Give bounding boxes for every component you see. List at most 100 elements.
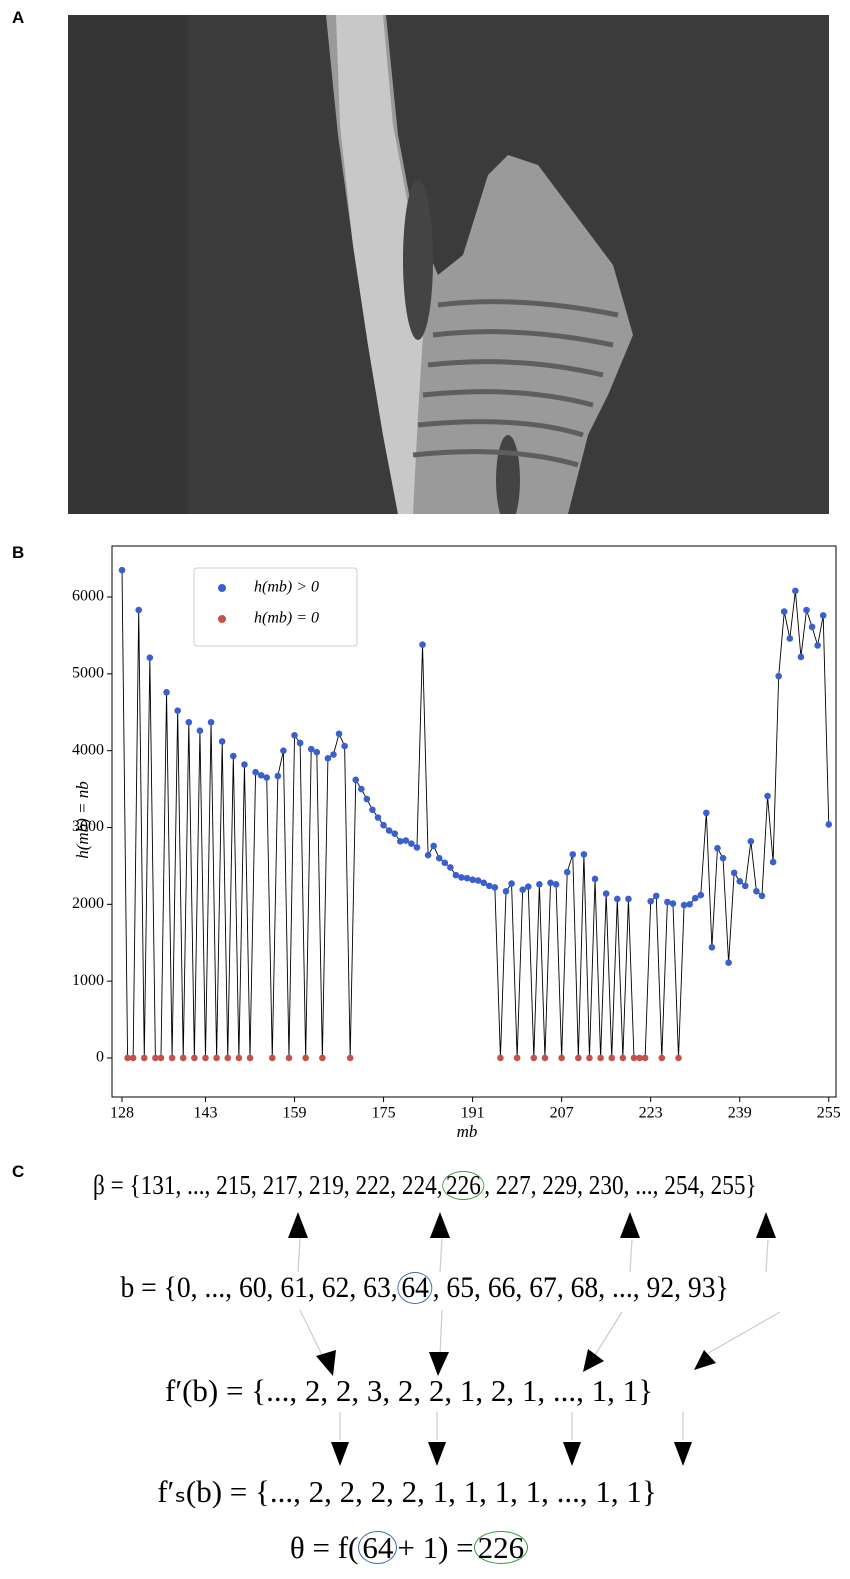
data-point — [313, 748, 321, 756]
data-point — [463, 874, 471, 882]
data-point — [469, 876, 476, 884]
y-tick-label: 5000 — [72, 665, 104, 682]
data-point — [703, 809, 710, 817]
equation-fs-prime: f′ₛ(b) = {..., 2, 2, 2, 2, 1, 1, 1, 1, .… — [157, 1474, 657, 1509]
data-point — [508, 880, 515, 887]
data-point — [613, 895, 621, 903]
data-point — [419, 641, 426, 648]
data-point — [502, 887, 510, 895]
data-point — [346, 1054, 354, 1062]
equation-part: b = {0, ..., 60, 61, 62, 63, — [120, 1271, 399, 1304]
data-point — [597, 1054, 604, 1062]
data-point — [307, 745, 315, 753]
data-point — [424, 851, 432, 859]
data-point — [430, 842, 437, 850]
data-point — [179, 1054, 187, 1062]
data-point — [235, 1054, 243, 1062]
equation-part: + 1) = — [397, 1530, 474, 1565]
x-tick-label: 223 — [639, 1105, 663, 1122]
data-point — [129, 1054, 137, 1062]
data-point — [452, 871, 460, 879]
x-tick-label: 239 — [728, 1105, 752, 1122]
data-point — [658, 1054, 666, 1062]
circled-value: 226 — [473, 1531, 529, 1564]
data-point — [252, 768, 259, 776]
data-point — [586, 1054, 593, 1062]
arrows — [288, 1212, 781, 1466]
data-point — [447, 864, 454, 871]
y-tick-label: 6000 — [72, 588, 104, 605]
data-point — [285, 1054, 293, 1062]
y-axis-label: h(mb) = nb — [73, 781, 92, 859]
data-point — [480, 879, 488, 887]
equation-part: β = {131, ..., 215, 217, 219, 222, 224, — [93, 1170, 443, 1200]
data-point — [780, 608, 788, 615]
data-point — [786, 635, 794, 642]
data-point — [168, 1054, 176, 1062]
x-tick-label: 191 — [461, 1105, 485, 1122]
data-point — [730, 869, 738, 877]
equation-part: θ = f( — [289, 1530, 359, 1565]
data-point — [324, 755, 332, 762]
data-point — [152, 1054, 159, 1062]
x-tick-label: 255 — [817, 1105, 841, 1122]
data-point — [630, 1054, 638, 1062]
data-point — [241, 761, 248, 768]
data-point — [686, 901, 693, 908]
data-point — [458, 874, 465, 881]
data-point — [486, 882, 493, 890]
legend-marker — [218, 615, 226, 623]
data-point — [536, 881, 543, 888]
x-tick-label: 143 — [193, 1105, 217, 1122]
data-point — [547, 879, 554, 887]
data-point — [797, 653, 805, 661]
data-point — [519, 886, 526, 894]
data-point — [708, 944, 716, 951]
connector-lines — [297, 1237, 781, 1440]
data-point — [825, 821, 833, 828]
data-point — [741, 882, 749, 890]
data-point — [202, 1054, 209, 1062]
circled-value: 226 — [442, 1171, 485, 1200]
y-tick-label: 4000 — [72, 741, 104, 758]
x-tick-label: 207 — [550, 1105, 574, 1122]
data-point — [497, 1054, 504, 1062]
data-point — [274, 772, 282, 780]
data-point — [530, 1054, 538, 1062]
data-point — [396, 838, 404, 845]
specimen-edge — [336, 15, 433, 514]
data-point — [280, 747, 287, 754]
data-point — [647, 897, 654, 905]
data-point — [163, 688, 170, 696]
chart: h(mb) = nb mb 0 1000 2000 3000 4000 5000 6000 1… — [72, 545, 841, 1141]
data-point — [552, 881, 560, 888]
data-point — [257, 771, 265, 779]
data-point — [380, 821, 387, 829]
data-point — [591, 875, 599, 883]
panel-label: A — [12, 8, 25, 27]
data-point — [792, 587, 799, 595]
data-point — [124, 1054, 131, 1062]
data-point — [230, 752, 237, 760]
data-point — [135, 606, 143, 614]
data-point — [619, 1054, 627, 1062]
legend: h(mb) > 0 h(mb) = 0 — [193, 567, 358, 647]
data-point — [157, 1054, 165, 1062]
data-point — [140, 1054, 148, 1062]
data-point — [669, 900, 677, 907]
x-tick-label: 175 — [372, 1105, 396, 1122]
data-point — [602, 890, 610, 897]
data-point — [569, 851, 577, 858]
data-point — [764, 792, 771, 800]
equation-f-prime: f′(b) = {..., 2, 2, 3, 2, 2, 1, 2, 1, ..… — [165, 1373, 653, 1408]
data-point — [218, 738, 226, 745]
data-point — [625, 895, 632, 903]
data-point — [369, 806, 376, 814]
data-point — [374, 814, 382, 821]
void — [403, 180, 433, 340]
data-point — [714, 844, 721, 852]
data-point — [513, 1054, 521, 1062]
data-point — [719, 854, 727, 862]
y-tick-label: 2000 — [72, 895, 104, 912]
